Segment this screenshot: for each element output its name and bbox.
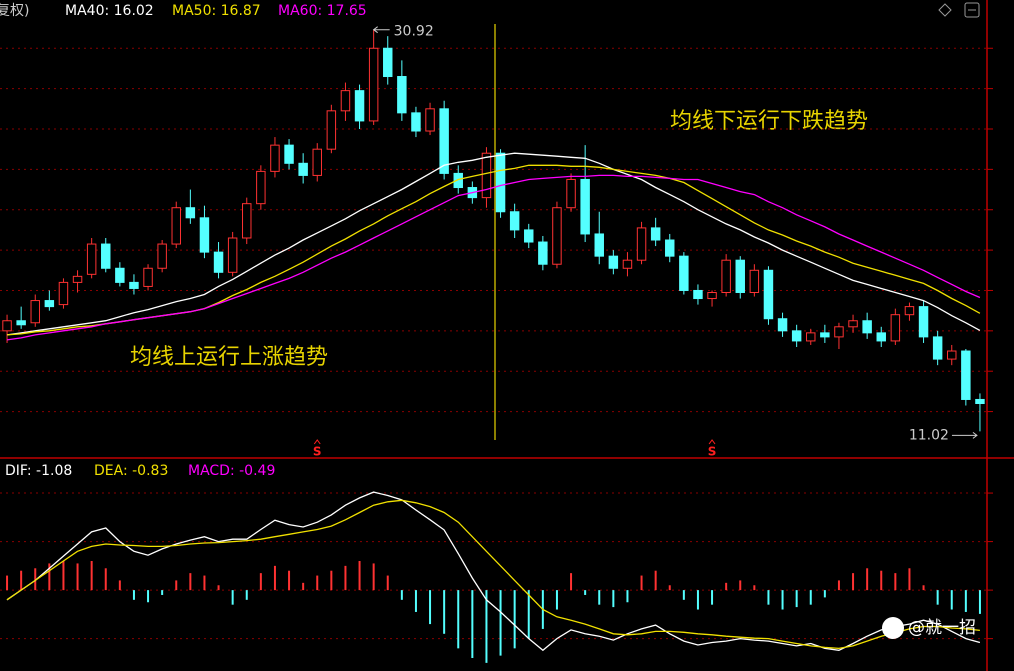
candle-body — [524, 229, 534, 243]
candle-body — [650, 227, 661, 241]
indicator-line — [6, 174, 981, 341]
candle-body — [425, 108, 435, 132]
candle-body — [509, 211, 520, 231]
legend-label: MA60: 17.65 — [278, 3, 367, 19]
candle-body — [693, 289, 703, 300]
candle-body — [566, 178, 576, 209]
candle-body — [30, 300, 40, 324]
candle-body — [354, 90, 365, 122]
watermark-icon — [882, 617, 904, 639]
candle-body — [143, 267, 153, 287]
legend-label: MACD: -0.49 — [188, 463, 275, 479]
signal-caret — [313, 439, 321, 445]
candle-body — [453, 172, 463, 189]
watermark: @就一招 — [908, 618, 976, 638]
candle-body — [411, 112, 421, 132]
candle-body — [763, 269, 774, 320]
candle-body — [44, 300, 55, 308]
candle-body — [129, 281, 139, 289]
candle-body — [368, 47, 379, 122]
candle-body — [961, 350, 971, 400]
candle-body — [312, 148, 322, 176]
candle-body — [622, 259, 633, 269]
candle-body — [495, 152, 506, 213]
candle-body — [975, 398, 985, 405]
low-arrow — [951, 431, 978, 439]
candle-body — [439, 108, 449, 174]
candle-body — [298, 162, 308, 176]
candle-body — [101, 243, 111, 269]
trend-annotation: 均线上运行上涨趋势 — [130, 345, 328, 370]
candle-body — [58, 281, 69, 306]
candle-body — [552, 207, 562, 265]
candle-body — [256, 170, 266, 205]
legend-label: DIF: -1.08 — [5, 463, 72, 479]
candle-body — [820, 332, 830, 338]
candle-body — [199, 217, 210, 253]
candle-body — [791, 330, 802, 342]
candle-body — [749, 269, 760, 293]
signal-label: S — [313, 445, 322, 459]
signal-label: S — [708, 445, 717, 459]
candle-body — [735, 259, 745, 293]
high-label: 30.92 — [394, 24, 434, 40]
legend-label: DEA: -0.83 — [94, 463, 168, 479]
candle-body — [636, 227, 647, 261]
candle-body — [72, 275, 83, 283]
candle-body — [721, 259, 731, 293]
adjustment-label: 复权) — [0, 2, 29, 19]
candle-body — [185, 207, 196, 219]
candle-body — [834, 326, 844, 338]
candle-body — [242, 203, 252, 239]
candle-body — [171, 207, 181, 245]
indicator-line — [6, 152, 981, 336]
candle-body — [806, 332, 816, 342]
candle-body — [157, 243, 167, 269]
candle-body — [862, 320, 872, 334]
candle-body — [326, 110, 337, 150]
legend-label: MA50: 16.87 — [172, 3, 261, 19]
candle-body — [679, 255, 689, 291]
candle-body — [481, 152, 492, 199]
legend-label: MA40: 16.02 — [65, 3, 154, 19]
candle-body — [213, 251, 224, 273]
candle-body — [777, 318, 788, 332]
candle-body — [890, 314, 901, 342]
candle-body — [2, 320, 12, 332]
candle-body — [594, 233, 604, 257]
candle-body — [608, 255, 619, 269]
candle-body — [284, 144, 294, 164]
candle-body — [904, 306, 915, 316]
candle-body — [947, 350, 957, 360]
signal-caret — [708, 439, 716, 445]
candle-body — [580, 178, 590, 235]
candle-body — [16, 320, 26, 326]
candle-body — [227, 237, 238, 273]
low-label: 11.02 — [909, 427, 949, 443]
candle-body — [707, 291, 717, 300]
diamond-icon[interactable] — [938, 3, 952, 17]
panel-toggle-icon[interactable] — [964, 2, 980, 18]
candle-body — [538, 241, 548, 265]
high-arrow — [372, 26, 390, 34]
candle-body — [383, 47, 393, 78]
candle-body — [876, 332, 886, 342]
candle-body — [340, 90, 351, 112]
trend-annotation: 均线下运行下跌趋势 — [670, 109, 868, 134]
candle-body — [270, 144, 280, 172]
candle-body — [397, 76, 407, 114]
candle-body — [918, 306, 929, 338]
indicator-line — [6, 499, 980, 650]
candle-body — [932, 336, 943, 360]
candle-body — [665, 239, 675, 257]
candle-body — [115, 267, 125, 283]
candle-body — [848, 320, 858, 328]
candle-body — [86, 243, 97, 275]
